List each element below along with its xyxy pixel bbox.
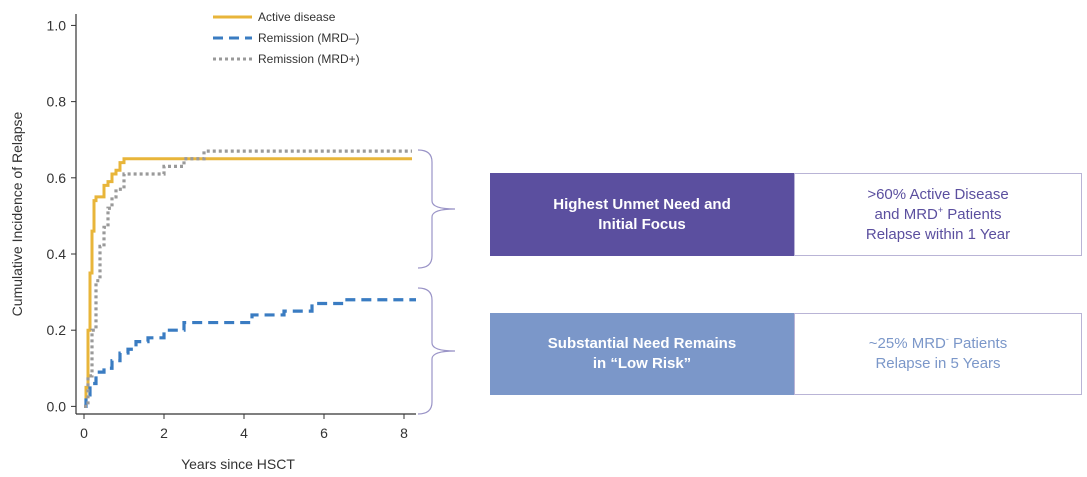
bottom-callout-label: Substantial Need Remains in “Low Risk” [490,313,794,395]
bottom-callout-detail: ~25% MRD- Patients Relapse in 5 Years [794,313,1082,395]
top-bracket [417,149,456,269]
y-tick-label: 0.8 [47,94,67,110]
top-callout-label-text: Highest Unmet Need and Initial Focus [553,195,731,233]
x-tick-label: 0 [80,425,88,441]
x-tick-label: 4 [240,425,248,441]
x-tick-label: 2 [160,425,168,441]
y-axis-label: Cumulative Incidence of Relapse [9,111,25,316]
top-callout-detail: >60% Active Disease and MRD+ Patients Re… [794,173,1082,256]
series-line-3 [84,149,412,408]
series-line-1 [84,157,412,408]
y-tick-label: 0.0 [47,398,67,414]
y-tick-label: 0.2 [47,322,67,338]
legend-label-2: Remission (MRD–) [258,31,359,45]
y-tick-label: 0.6 [47,170,67,186]
series-line-2 [84,298,416,408]
top-callout-label: Highest Unmet Need and Initial Focus [490,173,794,256]
x-axis-label: Years since HSCT [181,456,295,472]
x-tick-label: 6 [320,425,328,441]
x-tick-label: 8 [400,425,408,441]
top-detail-line1: >60% Active Disease [867,185,1009,203]
bottom-detail-line1: ~25% MRD- Patients [868,334,1008,353]
top-detail-line3: Relapse within 1 Year [865,225,1011,243]
bottom-bracket [417,287,456,415]
bottom-callout-label-text: Substantial Need Remains in “Low Risk” [547,335,737,372]
bottom-detail-line2: Relapse in 5 Years [875,355,1001,372]
top-detail-line2: and MRD+ Patients [874,204,1002,223]
y-tick-label: 0.4 [47,246,67,262]
legend-label-3: Remission (MRD+) [258,52,360,66]
y-tick-label: 1.0 [47,17,67,33]
legend-label-1: Active disease [258,10,336,24]
